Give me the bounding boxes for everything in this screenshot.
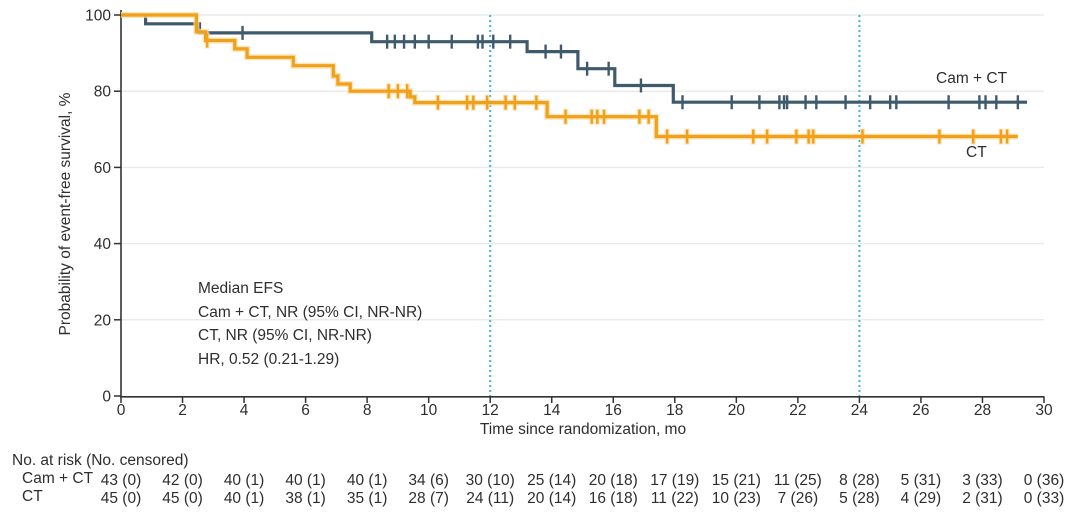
x-tick-label: 22	[789, 402, 806, 419]
risk-value-ct: 40 (1)	[224, 490, 265, 507]
x-tick-label: 6	[301, 402, 310, 419]
annotation-line-ct: CT, NR (95% CI, NR-NR)	[198, 327, 372, 344]
risk-value-ct: 28 (7)	[408, 490, 449, 507]
risk-value-ct: 16 (18)	[589, 490, 638, 507]
risk-value-ct: 20 (14)	[527, 490, 576, 507]
risk-value-cam-ct: 17 (19)	[650, 472, 699, 489]
risk-value-ct: 11 (22)	[651, 490, 699, 507]
curve-cam-ct	[121, 13, 1028, 104]
legend-label-cam-ct: Cam + CT	[936, 70, 1008, 87]
y-tick-label: 60	[94, 160, 112, 177]
risk-value-ct: 5 (28)	[839, 490, 880, 507]
x-tick-label: 20	[728, 402, 746, 419]
series-cam-ct	[121, 13, 1028, 110]
risk-value-ct: 24 (11)	[466, 490, 514, 507]
y-tick-label: 0	[102, 389, 111, 406]
risk-value-cam-ct: 8 (28)	[839, 472, 880, 489]
risk-value-cam-ct: 40 (1)	[285, 472, 326, 489]
x-tick-label: 8	[363, 402, 372, 419]
risk-value-cam-ct: 30 (10)	[466, 472, 515, 489]
curve-ct	[121, 13, 1018, 139]
x-tick-label: 16	[605, 402, 622, 419]
risk-value-cam-ct: 42 (0)	[162, 472, 203, 489]
x-tick-label: 2	[178, 402, 187, 419]
x-tick-label: 28	[974, 402, 991, 419]
x-tick-label: 4	[240, 402, 249, 419]
risk-value-cam-ct: 40 (1)	[347, 472, 388, 489]
x-tick-label: 10	[420, 402, 438, 419]
x-tick-label: 18	[666, 402, 683, 419]
risk-value-ct: 10 (23)	[712, 490, 761, 507]
y-tick-label: 80	[94, 84, 112, 101]
reference-lines	[489, 15, 861, 396]
risk-value-cam-ct: 34 (6)	[408, 472, 449, 489]
risk-value-cam-ct: 5 (31)	[901, 472, 942, 489]
risk-value-cam-ct: 11 (25)	[774, 472, 822, 489]
annotation-block: Median EFS Cam + CT, NR (95% CI, NR-NR) …	[198, 277, 422, 371]
risk-row-label-cam-ct: Cam + CT	[22, 470, 94, 487]
risk-table-values: 43 (0)45 (0)42 (0)45 (0)40 (1)40 (1)40 (…	[101, 472, 1065, 507]
series-ct	[121, 12, 1018, 145]
annotation-line-median-efs: Median EFS	[198, 280, 284, 297]
x-tick-label: 0	[117, 402, 126, 419]
gridlines	[121, 14, 1044, 321]
risk-value-ct: 45 (0)	[101, 490, 142, 507]
y-axis-title: Probability of event-free survival, %	[57, 92, 74, 336]
risk-value-cam-ct: 25 (14)	[527, 472, 576, 489]
risk-value-ct: 45 (0)	[162, 490, 203, 507]
risk-value-ct: 0 (33)	[1024, 490, 1065, 507]
risk-row-label-ct: CT	[22, 488, 43, 505]
x-tick-label: 14	[543, 402, 561, 419]
risk-value-ct: 2 (31)	[962, 490, 1003, 507]
y-tick-label: 20	[94, 312, 112, 329]
risk-value-cam-ct: 43 (0)	[101, 472, 142, 489]
risk-table-header: No. at risk (No. censored)	[12, 452, 189, 469]
risk-value-cam-ct: 15 (21)	[712, 472, 761, 489]
risk-value-ct: 35 (1)	[347, 490, 388, 507]
x-tick-label: 30	[1035, 402, 1053, 419]
y-tick-label: 40	[94, 236, 112, 253]
legend-label-ct: CT	[966, 144, 987, 161]
x-tick-label: 12	[482, 402, 499, 419]
x-tick-label: 24	[851, 402, 869, 419]
annotation-line-cam-ct: Cam + CT, NR (95% CI, NR-NR)	[198, 303, 423, 321]
risk-value-cam-ct: 40 (1)	[224, 472, 265, 489]
risk-value-cam-ct: 20 (18)	[589, 472, 638, 489]
risk-value-cam-ct: 0 (36)	[1024, 472, 1065, 489]
risk-value-ct: 7 (26)	[778, 490, 819, 507]
x-axis-title: Time since randomization, mo	[479, 421, 687, 438]
risk-value-ct: 4 (29)	[901, 490, 942, 507]
x-tick-label: 26	[912, 402, 929, 419]
risk-value-cam-ct: 3 (33)	[962, 472, 1003, 489]
y-tick-label: 100	[85, 8, 111, 25]
risk-value-ct: 38 (1)	[285, 490, 326, 507]
annotation-line-hr: HR, 0.52 (0.21-1.29)	[198, 350, 340, 368]
